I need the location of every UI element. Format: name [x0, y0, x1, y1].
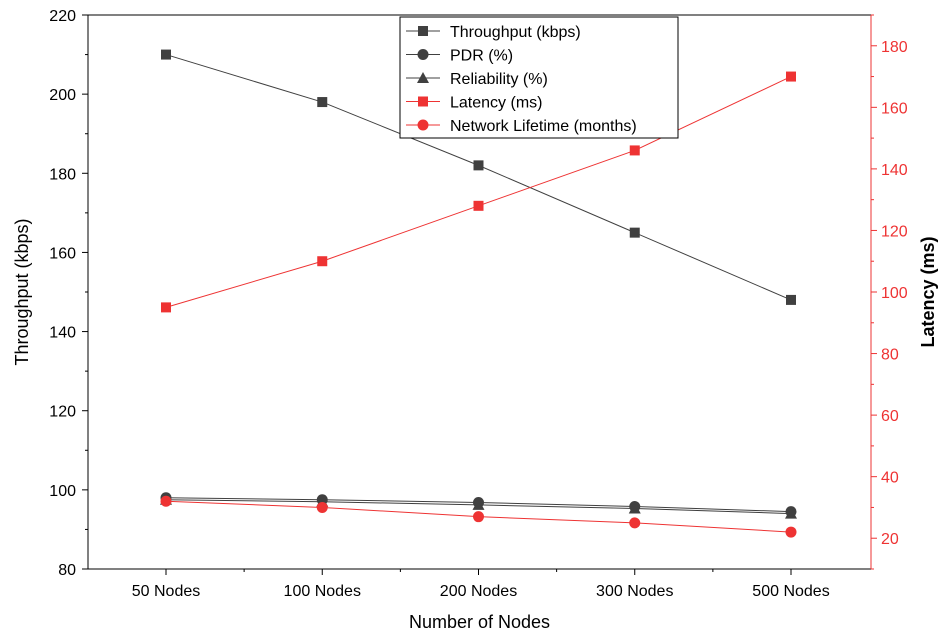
x-tick-label: 300 Nodes [596, 583, 673, 600]
data-point [629, 517, 641, 529]
legend-box [399, 16, 679, 139]
series-4 [161, 71, 796, 313]
legend-marker [418, 96, 428, 107]
legend-label: Reliability (%) [450, 71, 548, 88]
legend-marker [417, 49, 429, 60]
y-left-tick-label: 200 [49, 87, 76, 104]
legend-marker [418, 26, 428, 36]
data-point [629, 145, 640, 156]
data-point [473, 511, 484, 523]
data-point [160, 495, 172, 507]
data-point [786, 294, 796, 305]
x-tick-label: 200 Nodes [440, 583, 517, 600]
legend-label: Latency (ms) [450, 95, 542, 112]
legend-label: Network Lifetime (months) [450, 118, 637, 135]
y-left-tick-label: 140 [49, 325, 76, 342]
x-tick-label: 100 Nodes [284, 583, 361, 600]
data-point [785, 526, 797, 538]
legend-label: PDR (%) [450, 48, 513, 65]
y-right-tick-label: 60 [881, 408, 899, 425]
legend: Throughput (kbps) PDR (%) Reliability (%) L… [399, 16, 679, 139]
y-right-tick-label: 120 [881, 223, 908, 240]
series-1 [161, 49, 796, 305]
y-right-tick-label: 140 [881, 162, 908, 179]
x-tick-label: 500 Nodes [752, 583, 829, 600]
data-point [316, 501, 328, 513]
data-point [317, 256, 328, 267]
data-point [629, 227, 640, 238]
y-right-tick-label: 100 [881, 285, 908, 302]
y-axis-left-title: Throughput (kbps) [12, 218, 32, 365]
y-left-tick-label: 180 [49, 166, 76, 183]
data-point [473, 160, 484, 171]
x-tick-label: 50 Nodes [132, 583, 201, 600]
data-point [161, 302, 171, 313]
y-right-tick-label: 180 [881, 39, 908, 56]
y-left-tick-label: 120 [49, 404, 76, 421]
legend-label: Throughput (kbps) [450, 24, 581, 41]
data-point [785, 507, 797, 519]
y-right-tick-label: 80 [881, 347, 899, 364]
y-right-tick-label: 20 [881, 531, 899, 548]
y-left-tick-label: 160 [49, 245, 76, 262]
data-point [786, 71, 796, 82]
legend-marker [417, 72, 429, 83]
axes-layer: 80 100 120 140 160 180 200 220 20 40 60 80 100 120 140… [12, 8, 938, 632]
y-left-tick-label: 100 [49, 483, 76, 500]
data-point [472, 498, 485, 510]
x-axis-title: Number of Nodes [409, 612, 550, 632]
data-point [628, 502, 641, 514]
y-left-tick-label: 220 [49, 8, 76, 25]
y-axis-right-title: Latency (ms) [918, 236, 938, 347]
y-left-tick-label: 80 [58, 562, 76, 579]
data-point [161, 49, 171, 60]
y-right-tick-label: 40 [881, 470, 899, 487]
legend-marker [417, 119, 429, 131]
data-point [317, 97, 328, 108]
series-5 [160, 495, 797, 538]
data-point [473, 200, 484, 211]
series-layer [160, 49, 797, 538]
y-right-tick-label: 160 [881, 100, 908, 117]
